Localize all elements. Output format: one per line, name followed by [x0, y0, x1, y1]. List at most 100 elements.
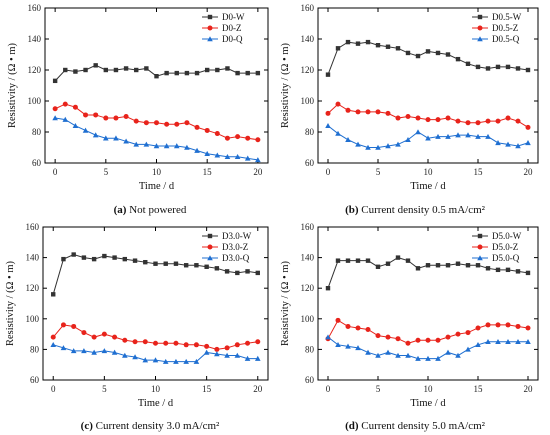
data-point	[163, 261, 168, 266]
data-point	[405, 50, 411, 56]
x-tick-label: 10	[424, 167, 434, 177]
data-point	[355, 109, 361, 115]
x-tick-label: 20	[524, 167, 534, 177]
panel-caption: (d) Current density 5.0 mA/cm²	[345, 420, 486, 432]
data-point	[345, 258, 351, 263]
data-point	[73, 69, 78, 74]
panel-letter: (d)	[345, 420, 359, 432]
x-tick-label: 5	[104, 167, 109, 177]
data-point	[365, 144, 371, 150]
data-point	[385, 143, 391, 149]
data-point	[485, 266, 491, 271]
data-point	[525, 270, 531, 276]
data-point	[154, 120, 159, 126]
data-point	[255, 270, 260, 276]
y-tick-label: 60	[305, 158, 315, 168]
data-point	[385, 44, 391, 49]
data-point	[234, 352, 241, 358]
series-D5.0-Z	[325, 317, 531, 346]
data-point	[143, 120, 149, 126]
x-tick-label: 20	[524, 384, 534, 394]
series-D0.5-Z	[325, 101, 531, 130]
data-point	[385, 334, 391, 340]
data-point	[405, 340, 411, 346]
data-point	[395, 255, 401, 260]
data-point	[355, 345, 361, 351]
x-tick-label: 15	[203, 167, 213, 177]
data-point	[184, 144, 190, 150]
data-point	[385, 110, 391, 116]
data-point	[395, 336, 401, 342]
legend-marker	[477, 233, 483, 239]
data-point	[194, 70, 200, 76]
y-tick-label: 160	[26, 222, 40, 232]
x-tick-label: 15	[474, 384, 484, 394]
series-line	[327, 41, 529, 75]
data-point	[335, 258, 341, 263]
data-point	[335, 101, 341, 107]
data-point	[91, 256, 97, 262]
data-point	[224, 135, 230, 141]
series-D3.0-Q	[50, 342, 261, 364]
data-point	[224, 269, 230, 274]
series-D0.5-W	[325, 39, 531, 77]
x-axis-label: Time / d	[410, 398, 446, 409]
data-point	[385, 349, 391, 355]
legend-label: D5.0-W	[492, 231, 522, 241]
data-point	[193, 342, 199, 348]
x-tick-label: 0	[53, 167, 58, 177]
data-point	[415, 355, 421, 361]
data-point	[71, 252, 76, 257]
data-point	[425, 117, 431, 123]
x-tick-label: 5	[376, 167, 381, 177]
data-point	[244, 155, 251, 161]
panel-caption: (c) Current density 3.0 mA/cm²	[81, 420, 220, 432]
y-tick-label: 120	[28, 65, 42, 75]
data-point	[235, 70, 240, 76]
data-point	[445, 349, 451, 355]
data-point	[245, 340, 251, 346]
y-tick-label: 140	[26, 253, 40, 263]
data-point	[93, 112, 99, 118]
y-tick-label: 140	[301, 253, 315, 263]
data-point	[345, 136, 351, 142]
data-point	[425, 355, 431, 361]
series-D0-W	[52, 63, 261, 84]
x-tick-label: 5	[102, 384, 107, 394]
data-point	[111, 349, 118, 355]
data-point	[515, 143, 521, 149]
data-point	[214, 346, 220, 352]
data-point	[395, 115, 401, 121]
data-point	[485, 66, 491, 71]
data-point	[81, 255, 87, 260]
data-point	[495, 118, 501, 124]
data-point	[162, 358, 169, 364]
data-point	[325, 286, 331, 291]
data-point	[345, 323, 351, 329]
data-point	[52, 115, 58, 121]
data-point	[425, 263, 431, 268]
legend-label: D0-Q	[222, 34, 243, 44]
y-tick-label: 160	[28, 3, 42, 13]
data-point	[62, 116, 69, 122]
panel-caption-text: Not powered	[129, 204, 187, 216]
data-point	[103, 135, 109, 141]
data-point	[153, 143, 160, 149]
data-point	[465, 132, 471, 138]
data-point	[174, 121, 180, 127]
data-point	[183, 358, 189, 364]
data-point	[465, 263, 471, 268]
data-point	[365, 327, 371, 333]
panel-caption-text: Current density 3.0 mA/cm²	[96, 420, 220, 432]
data-point	[525, 67, 531, 73]
data-point	[425, 337, 431, 343]
data-point	[184, 70, 190, 76]
data-point	[60, 345, 67, 351]
data-point	[405, 114, 411, 119]
y-axis-label: Resistivity / (Ω • m)	[280, 261, 291, 346]
data-point	[103, 67, 109, 73]
data-point	[214, 152, 221, 158]
data-point	[50, 334, 56, 340]
legend-item: D0-W	[202, 12, 245, 22]
panel-caption-text: Current density 5.0 mA/cm²	[361, 420, 485, 432]
